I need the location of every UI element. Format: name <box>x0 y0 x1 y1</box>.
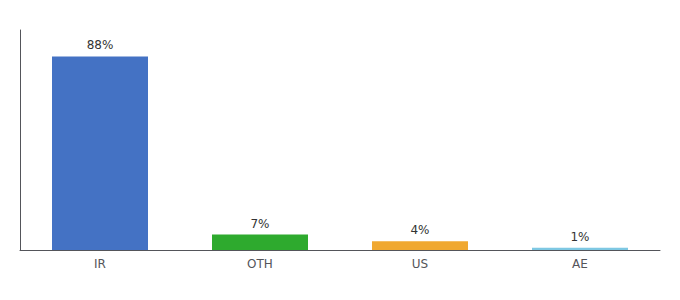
svg-text:IR: IR <box>94 257 106 271</box>
svg-text:4%: 4% <box>410 223 429 237</box>
svg-text:US: US <box>412 257 428 271</box>
svg-text:OTH: OTH <box>247 257 273 271</box>
svg-text:AE: AE <box>572 257 588 271</box>
svg-text:88%: 88% <box>87 38 114 52</box>
svg-text:7%: 7% <box>250 217 269 231</box>
svg-text:1%: 1% <box>570 230 589 244</box>
